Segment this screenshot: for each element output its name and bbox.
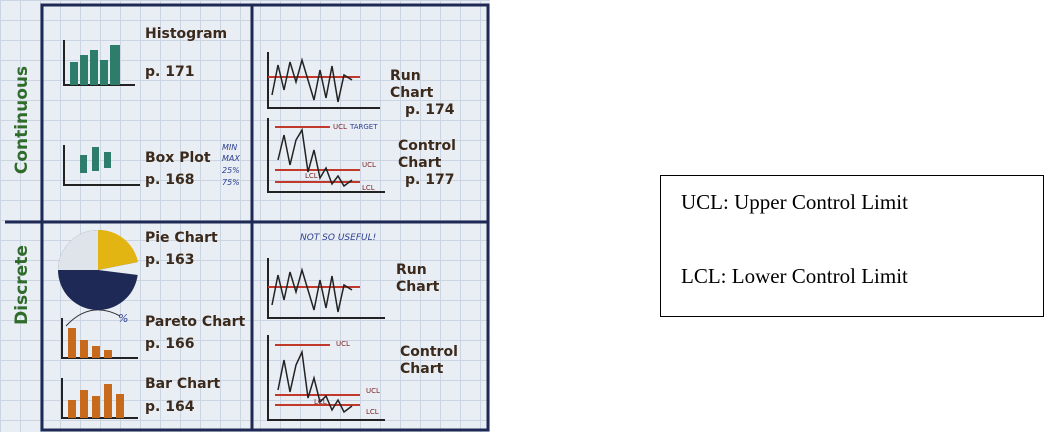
item-page: p. 168 — [145, 172, 194, 189]
limit-label: LCL — [314, 398, 327, 406]
item-title: Control Chart — [400, 344, 460, 378]
item-page: p. 166 — [145, 336, 194, 353]
note: 25% — [222, 166, 240, 175]
limit-label: UCL — [333, 123, 347, 131]
item-page: p. 177 — [405, 172, 454, 189]
whiteboard-photo: Continuous Discrete Histogram p. 171 Box… — [0, 0, 490, 432]
legend-line: UCL: Upper Control Limit — [681, 190, 908, 215]
limit-label: UCL — [366, 387, 380, 395]
note: NOT SO USEFUL! — [300, 233, 376, 243]
note: % — [118, 312, 128, 325]
item-title: Control Chart — [398, 138, 458, 172]
item-title: Bar Chart — [145, 376, 220, 393]
item-title: Run Chart — [390, 68, 440, 102]
row-label: Continuous — [12, 60, 32, 180]
item-page: p. 164 — [145, 399, 194, 416]
item-title: Histogram — [145, 26, 227, 43]
limit-label: UCL — [336, 340, 350, 348]
note: 75% — [222, 178, 240, 187]
limit-label: TARGET — [350, 123, 378, 131]
legend-box: UCL: Upper Control Limit LCL: Lower Cont… — [660, 175, 1044, 317]
note: MAX — [222, 154, 240, 163]
item-title: Pie Chart — [145, 230, 218, 247]
limit-label: LCL — [305, 172, 318, 180]
limit-label: LCL — [366, 408, 379, 416]
limit-label: UCL — [362, 161, 376, 169]
item-title: Pareto Chart — [145, 314, 245, 331]
note: MIN — [222, 143, 237, 152]
page: Continuous Discrete Histogram p. 171 Box… — [0, 0, 1047, 432]
item-page: p. 174 — [405, 102, 454, 119]
limit-label: LCL — [362, 184, 375, 192]
legend-line: LCL: Lower Control Limit — [681, 264, 908, 289]
item-page: p. 171 — [145, 64, 194, 81]
row-label: Discrete — [12, 225, 32, 345]
item-title: Run Chart — [396, 262, 441, 296]
item-page: p. 163 — [145, 252, 194, 269]
item-title: Box Plot — [145, 150, 211, 167]
